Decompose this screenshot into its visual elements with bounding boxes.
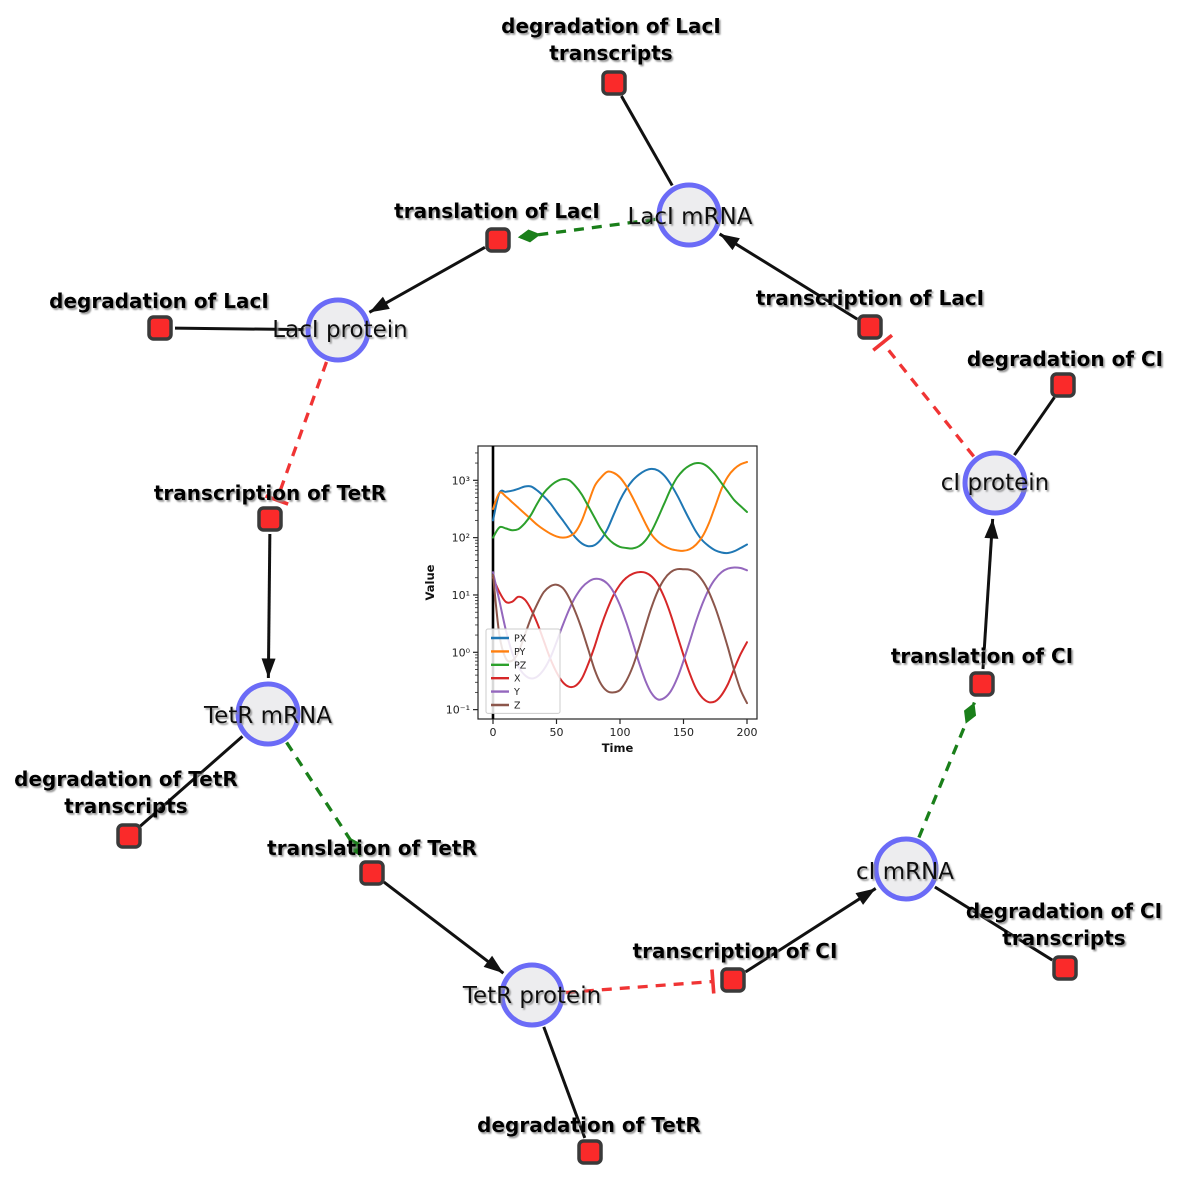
reaction-label-deg-ci-transcripts: degradation of CI transcripts [966,899,1162,950]
edge-consumption-ci-protein-to-deg-ci [1013,396,1056,456]
reaction-label-transcription-laci: transcription of LacI [756,286,984,310]
reaction-label-translation-laci: translation of LacI [394,199,600,223]
species-label-ci-protein: cI protein [941,470,1050,496]
reaction-label-deg-tetr: degradation of TetR [477,1113,701,1137]
edge-consumption-ci-mrna-to-deg-ci-transcripts [934,885,1054,962]
reaction-label-deg-ci: degradation of CI [967,347,1163,371]
reaction-node-transcription-tetr[interactable] [257,506,283,532]
chart-series-PZ [492,461,748,550]
chart-series-PX [492,467,748,555]
edges-layer [139,95,1056,1139]
labels-layer: LacI mRNA LacI protein TetR mRNA TetR prote… [14,14,1163,1137]
edge-production-transcription-tetr-to-tetr-mrna [261,533,276,679]
chart-x-tick: 0 [490,726,497,739]
chart-y-tick: 10² [452,532,470,545]
chart-x-tick: 150 [673,726,694,739]
chart-y-tick: 10¹ [452,589,470,602]
reaction-node-deg-ci-transcripts[interactable] [1052,955,1078,981]
reaction-node-translation-laci[interactable] [485,227,511,253]
chart-x-tick: 200 [737,726,758,739]
reaction-node-deg-tetr[interactable] [577,1139,603,1165]
chart-series-Z [492,567,748,705]
edge-consumption-tetr-mrna-to-deg-tetr-transcripts [139,735,244,828]
legend-label-PZ: PZ [514,660,527,671]
species-label-ci-mrna: cI mRNA [856,859,954,885]
reaction-label-deg-laci-transcripts: degradation of LacI transcripts [501,14,721,65]
chart-y-tick: 10³ [452,474,470,487]
reaction-node-transcription-laci[interactable] [857,314,883,340]
species-label-tetr-mrna: TetR mRNA [203,703,332,729]
legend-label-PX: PX [514,634,527,645]
legend-label-PY: PY [514,647,526,658]
chart-series-X [492,570,748,704]
chart-ylabel: Value [423,564,437,600]
reaction-node-deg-tetr-transcripts[interactable] [116,823,142,849]
edge-production-transcription-laci-to-laci-mrna [718,232,859,321]
reaction-label-transcription-tetr: transcription of TetR [154,481,386,505]
chart-legend: PX PY PZ XYZ [485,628,561,714]
legend-label-Y: Y [513,687,520,698]
edge-production-transcription-ci-to-ci-mrna [744,887,877,974]
reaction-node-translation-tetr[interactable] [359,860,385,886]
chart-ticks: 0 50 100 150 200 10⁻¹ 10⁰ 10¹ 10² 10³ [446,452,758,739]
edge-production-translation-tetr-to-tetr-protein [383,880,505,975]
species-label-laci-mrna: LacI mRNA [628,204,753,230]
edge-modifier-tetr-mrna-to-translation-tetr [285,741,363,858]
reaction-label-transcription-ci: transcription of CI [633,939,838,963]
species-label-tetr-protein: TetR protein [462,983,601,1009]
chart-series-PY [492,461,748,552]
inset-chart: 0 50 100 150 20010⁻¹10⁰10¹10²10³TimeValuePXP… [423,445,758,755]
edge-inhibition-laci-protein-to-transcription-tetr [264,361,329,506]
reaction-node-transcription-ci[interactable] [720,967,746,993]
reaction-label-translation-ci: translation of CI [891,644,1073,668]
reaction-node-translation-ci[interactable] [969,671,995,697]
reaction-label-deg-laci: degradation of LacI [49,289,269,313]
chart-x-tick: 100 [610,726,631,739]
reaction-node-deg-laci-transcripts[interactable] [601,70,627,96]
reaction-label-translation-tetr: translation of TetR [267,836,477,860]
reaction-node-deg-laci[interactable] [147,315,173,341]
chart-y-tick: 10⁻¹ [446,704,470,717]
species-node-laci-protein[interactable] [305,297,371,363]
reaction-node-deg-ci[interactable] [1050,372,1076,398]
edge-modifier-laci-mrna-to-translation-laci [517,217,656,243]
edge-inhibition-tetr-protein-to-transcription-ci [565,969,716,995]
species-node-laci-mrna[interactable] [656,182,722,248]
legend-label-Z: Z [514,701,521,712]
species-node-ci-mrna[interactable] [873,836,939,902]
chart-y-tick: 10⁰ [452,646,471,659]
species-node-ci-protein[interactable] [962,450,1028,516]
species-label-laci-protein: LacI protein [272,317,407,343]
species-node-tetr-mrna[interactable] [235,681,301,747]
edge-inhibition-ci-protein-to-transcription-laci [872,333,976,458]
edge-production-translation-ci-to-ci-protein [981,518,999,670]
edge-consumption-laci-mrna-to-deg-laci-transcripts [620,95,674,187]
chart-series-group [492,461,748,705]
chart-xlabel: Time [602,741,634,755]
species-node-tetr-protein[interactable] [499,962,565,1028]
chart-x-tick: 50 [550,726,564,739]
legend-label-X: X [514,674,521,685]
nodes-layer [116,70,1078,1165]
edge-modifier-ci-mrna-to-translation-ci [917,701,977,839]
edge-consumption-tetr-protein-to-deg-tetr [542,1026,587,1139]
edge-consumption-laci-protein-to-deg-laci [174,326,305,332]
reaction-label-deg-tetr-transcripts: degradation of TetR transcripts [14,767,238,818]
edge-production-translation-laci-to-laci-protein [368,246,486,314]
